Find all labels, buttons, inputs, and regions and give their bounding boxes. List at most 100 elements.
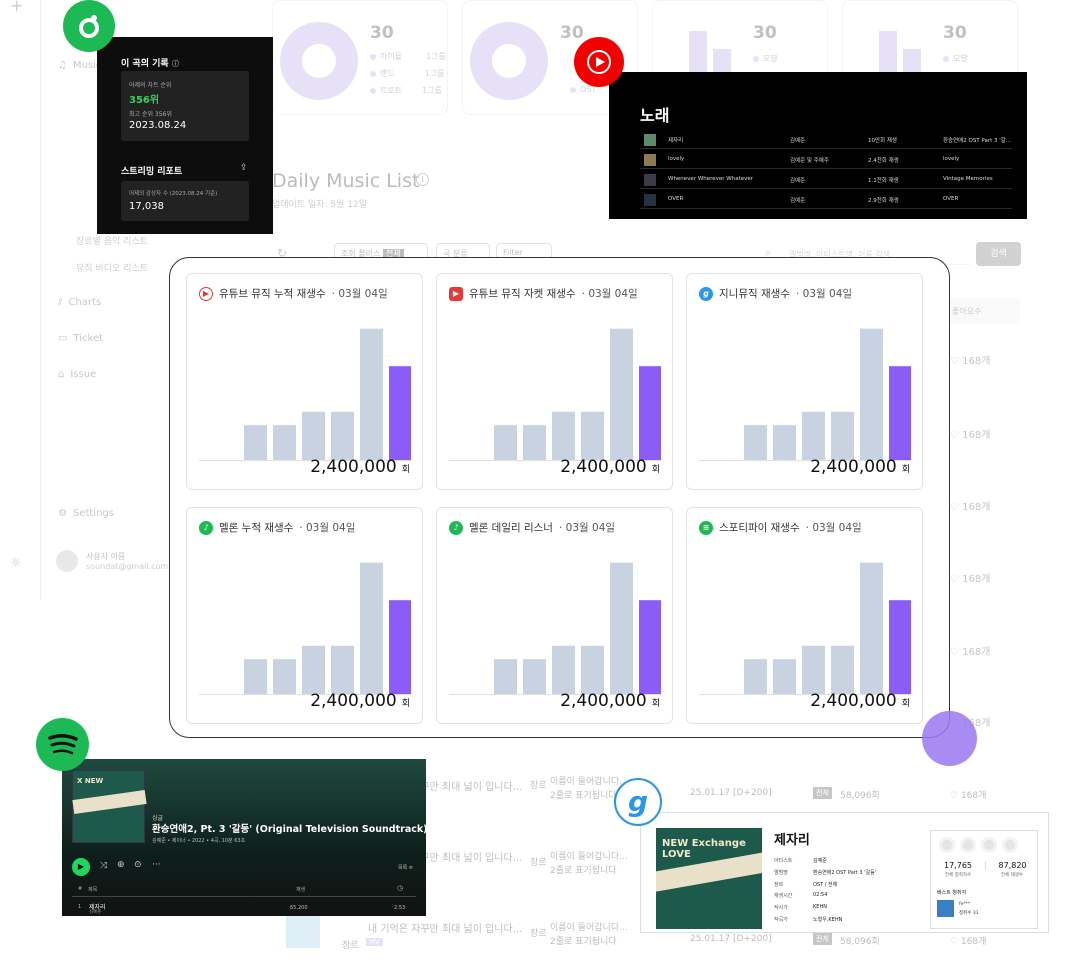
like-count[interactable]: ♡ 168개 <box>950 502 991 513</box>
plays-label: 전체 재생수 <box>1000 873 1024 878</box>
info-icon[interactable]: i <box>416 173 429 186</box>
chart-bar <box>360 562 383 694</box>
song-artist: 김예준 <box>790 138 806 144</box>
row-date: 25.01.17 [D+200] <box>690 934 772 944</box>
melon-title-text: 이 곡의 기록 <box>121 59 169 69</box>
sidebar-item-ticket[interactable]: ▭ Ticket <box>58 333 104 344</box>
search-button[interactable]: 검색 <box>976 242 1021 266</box>
sidebar-sub-mv[interactable]: 뮤직 비디오 리스트 <box>76 264 148 274</box>
card-value-number: 2,400,000 <box>310 691 397 711</box>
card-date-value: 03월 04일 <box>588 288 638 300</box>
like-count-label: 168개 <box>962 647 991 658</box>
like-count[interactable]: ♡ 168개 <box>950 356 991 367</box>
list-update-date: 업데이트 일자: 5월 12일 <box>272 200 368 210</box>
mini-bar <box>713 49 731 76</box>
plus-icon[interactable]: + <box>10 0 24 15</box>
best-listener-name: fe*** <box>959 902 971 907</box>
sidebar-item-issue[interactable]: ⌂ Issue <box>58 369 97 380</box>
avatar <box>937 900 954 917</box>
spotify-logo-icon <box>36 718 89 771</box>
info-value: 02:54 <box>813 892 828 899</box>
refresh-icon[interactable]: ↻ <box>277 246 288 260</box>
genie-icon: g <box>699 286 713 301</box>
card-date: · 03월 04일 <box>581 288 638 300</box>
sidebar-item-music[interactable]: ♫ Music <box>58 60 102 71</box>
genie-stats-box: 17,765 전체 청취자수 87,820 전체 재생수 베스트 청취자 fe*… <box>930 830 1038 929</box>
best-rank-label: 최고 순위 356위 <box>129 111 172 118</box>
add-icon[interactable]: ⊕ <box>117 860 125 870</box>
melon-logo-icon <box>63 0 115 52</box>
plays-value: 87,820 <box>985 861 1039 870</box>
sidebar-item-charts[interactable]: ⫽ Charts <box>58 297 102 308</box>
filter-badge: 전체 <box>382 249 404 258</box>
info-icon[interactable]: ⓘ <box>171 60 179 68</box>
rank-label: 어제의 차트 순위 <box>129 82 172 89</box>
youtube-music-songs-panel: 노래 제자리 김예준 10만회 재생 환승연애2 OST Part 3 '갈... lo… <box>609 72 1027 219</box>
song-plays: 1.1천회 재생 <box>868 178 899 184</box>
donut-chart <box>280 22 358 100</box>
songs-title: 노래 <box>640 106 670 125</box>
stat-chart-card[interactable]: ≋ 스포티파이 재생수 · 03월 04일 2,400,000 회 <box>686 507 923 724</box>
stat-chart-card[interactable]: ▶ 유튜브 뮤직 자켓 재생수 · 03월 04일 2,400,000 회 <box>436 273 673 490</box>
card-value-unit: 회 <box>651 465 660 475</box>
song-row[interactable]: OVER 김예준 2.9천회 재생 OVER <box>640 191 1012 209</box>
table-row[interactable]: 내 기억은 자꾸만 최대 넓이 입니다... 장르 MV 장르 이름이 들어갑니… <box>270 914 1030 960</box>
info-value: KEHN <box>813 904 827 911</box>
like-count[interactable]: ♡ 168개 <box>950 937 987 947</box>
like-count[interactable]: ♡ 168개 <box>950 430 991 441</box>
like-count[interactable]: ♡ 168개 <box>950 574 991 585</box>
column-plays: 재생 <box>296 887 306 893</box>
card-header: ▶ 유튜브 뮤직 누적 재생수 · 03월 04일 <box>199 286 388 301</box>
song-row[interactable]: lovely 김예준 및 주예주 2.4천회 재생 lovely <box>640 151 1012 169</box>
more-icon[interactable]: ··· <box>152 860 161 870</box>
chart-bar <box>389 600 411 694</box>
track-row[interactable]: 1 제자리 김예준 65,200 2:53 <box>72 901 416 915</box>
download-icon[interactable]: ⊙ <box>134 860 142 870</box>
stat-chart-card[interactable]: ▶ 유튜브 뮤직 누적 재생수 · 03월 04일 2,400,000 회 <box>186 273 423 490</box>
sun-icon[interactable]: ☼ <box>10 556 22 571</box>
card-value: 2,400,000 회 <box>560 691 660 711</box>
song-album: Vintage Memories <box>943 176 993 182</box>
shuffle-icon[interactable]: ⤨ <box>100 861 108 871</box>
row-desc: 2줄로 표기됩니다 <box>550 937 617 947</box>
stat-chart-card[interactable]: g 지니뮤직 재생수 · 03월 04일 2,400,000 회 <box>686 273 923 490</box>
like-count[interactable]: ♡ 168개 <box>950 647 991 658</box>
card-date-value: 03월 04일 <box>565 522 616 534</box>
chart-bar <box>744 659 767 694</box>
column-header-likes[interactable]: 좋아요수 <box>952 307 982 316</box>
mini-bar <box>689 31 707 76</box>
search-icon[interactable]: ⌕ <box>765 246 772 259</box>
list-view-button[interactable]: 목록 ≡ <box>398 865 413 871</box>
youtube-music-logo-icon <box>574 37 624 87</box>
info-value: 김예준 <box>813 858 827 864</box>
column-title: 제목 <box>88 887 98 893</box>
play-button[interactable]: ▶ <box>72 858 90 876</box>
card-date: · 03월 04일 <box>331 288 388 300</box>
card-header: g 지니뮤직 재생수 · 03월 04일 <box>699 286 852 301</box>
legend-item: 아이돌 1그룹 <box>370 51 446 62</box>
chart-bar <box>244 659 267 694</box>
spotify-header-divider <box>72 896 416 897</box>
rating-icons <box>939 837 1018 853</box>
stat-chart-card[interactable]: ♪ 멜론 데일리 리스너 · 03월 04일 2,400,000 회 <box>436 507 673 724</box>
song-title: Whenever Wherever Whatever <box>668 176 754 182</box>
chart-bar <box>610 328 633 460</box>
avatar[interactable] <box>56 550 78 572</box>
table-row[interactable]: 내 기억은 자꾸만 최대 넓이 입니다... 장르 이름이 들어갑니다... 2… <box>270 849 1030 889</box>
sidebar-sub-genre[interactable]: 장르별 음악 리스트 <box>76 237 148 247</box>
stat-chart-card[interactable]: ♪ 멜론 누적 재생수 · 03월 04일 2,400,000 회 <box>186 507 423 724</box>
sidebar-item-settings[interactable]: ⚙ Settings <box>58 508 114 519</box>
album-art-text: NEW Exchange LOVE <box>662 838 746 860</box>
song-row[interactable]: 제자리 김예준 10만회 재생 환승연애2 OST Part 3 '갈... <box>640 131 1012 149</box>
chart-bar <box>802 411 825 460</box>
chart-bar <box>331 645 354 694</box>
legend-item: OST <box>570 85 596 94</box>
table-row[interactable]: 내 기억은 자꾸만 최대 넓이 입니다... 장르 이름이 들어갑니다... 2… <box>270 777 1030 818</box>
like-count[interactable]: ♡ 168개 <box>950 791 987 801</box>
genie-logo-icon: g <box>614 778 662 826</box>
share-icon[interactable]: ⇪ <box>240 163 248 173</box>
melon-rank-box: 어제의 차트 순위 356위 최고 순위 356위 2023.08.24 <box>121 71 249 141</box>
listeners-value: 17,765 <box>944 861 972 870</box>
song-row[interactable]: Whenever Wherever Whatever 김예준 1.1천회 재생 Vin… <box>640 171 1012 189</box>
song-title: 제자리 <box>668 138 684 144</box>
